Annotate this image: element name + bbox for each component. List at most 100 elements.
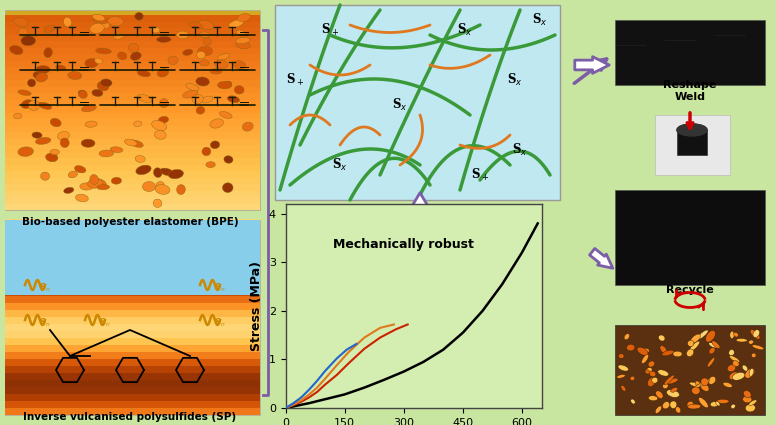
Ellipse shape [92,178,106,187]
Ellipse shape [675,407,681,413]
FancyBboxPatch shape [5,401,260,408]
Ellipse shape [124,139,137,146]
Ellipse shape [36,73,47,82]
Y-axis label: Stress (MPa): Stress (MPa) [250,261,263,351]
Ellipse shape [236,41,250,49]
Ellipse shape [715,401,720,406]
Ellipse shape [663,383,668,388]
Text: Inverse vulcanised polysulfides (SP): Inverse vulcanised polysulfides (SP) [23,412,237,422]
FancyBboxPatch shape [5,268,260,275]
FancyBboxPatch shape [5,394,260,401]
Ellipse shape [40,172,50,180]
Ellipse shape [203,38,211,45]
Ellipse shape [90,23,104,34]
FancyBboxPatch shape [5,275,260,282]
Ellipse shape [160,99,168,108]
Ellipse shape [78,91,88,98]
Ellipse shape [220,111,232,119]
FancyBboxPatch shape [5,86,260,93]
Ellipse shape [137,70,151,77]
FancyBboxPatch shape [5,233,260,240]
Ellipse shape [96,20,110,28]
Ellipse shape [701,378,708,385]
Ellipse shape [160,168,173,176]
Ellipse shape [743,396,752,403]
FancyBboxPatch shape [5,220,260,415]
Ellipse shape [647,377,655,387]
Ellipse shape [153,199,162,207]
FancyBboxPatch shape [5,47,260,54]
Ellipse shape [97,81,109,91]
Ellipse shape [733,360,739,366]
Ellipse shape [68,171,78,178]
Ellipse shape [192,94,203,104]
Ellipse shape [137,94,152,102]
FancyBboxPatch shape [5,226,260,233]
Ellipse shape [743,391,751,398]
FancyBboxPatch shape [5,324,260,331]
Ellipse shape [677,124,707,136]
Ellipse shape [708,377,715,384]
Ellipse shape [637,347,648,355]
Ellipse shape [746,404,755,412]
Ellipse shape [237,14,251,22]
Ellipse shape [100,79,112,87]
Ellipse shape [81,105,96,112]
Ellipse shape [688,340,694,346]
Ellipse shape [92,14,105,21]
Ellipse shape [202,147,211,156]
FancyBboxPatch shape [5,106,260,113]
FancyBboxPatch shape [5,99,260,106]
Ellipse shape [670,401,677,408]
Ellipse shape [687,401,693,407]
Ellipse shape [199,60,210,66]
Ellipse shape [670,388,677,392]
Ellipse shape [198,46,213,56]
Ellipse shape [736,338,747,342]
Ellipse shape [158,116,168,123]
Ellipse shape [27,79,36,87]
Ellipse shape [21,36,36,46]
Ellipse shape [64,17,71,27]
Ellipse shape [56,65,66,71]
Ellipse shape [210,119,223,128]
Ellipse shape [751,353,756,357]
Ellipse shape [75,194,88,202]
Text: S$_x$: S$_x$ [512,142,528,158]
FancyArrowPatch shape [590,249,613,268]
Ellipse shape [88,178,102,188]
Ellipse shape [648,396,658,401]
Ellipse shape [50,149,60,155]
Ellipse shape [111,177,122,184]
Ellipse shape [729,372,739,380]
Ellipse shape [650,371,656,377]
Ellipse shape [117,52,127,60]
Ellipse shape [698,397,708,408]
Ellipse shape [158,68,168,77]
Ellipse shape [618,365,629,371]
FancyBboxPatch shape [5,158,260,164]
Ellipse shape [697,330,708,340]
Ellipse shape [662,350,674,356]
Ellipse shape [641,348,650,353]
Ellipse shape [151,120,167,130]
Ellipse shape [21,100,33,108]
FancyBboxPatch shape [5,21,260,28]
FancyBboxPatch shape [5,296,260,303]
FancyBboxPatch shape [5,184,260,190]
Ellipse shape [749,368,753,377]
FancyBboxPatch shape [5,197,260,204]
Ellipse shape [752,345,764,350]
FancyBboxPatch shape [595,0,776,425]
Ellipse shape [749,340,753,344]
FancyBboxPatch shape [5,359,260,366]
FancyBboxPatch shape [5,352,260,359]
Text: S$_x$: S$_x$ [532,12,548,28]
Ellipse shape [624,334,629,340]
Ellipse shape [168,170,183,179]
Ellipse shape [182,49,192,55]
Ellipse shape [749,400,757,405]
Ellipse shape [729,356,740,363]
FancyBboxPatch shape [615,190,765,285]
Ellipse shape [33,72,41,79]
